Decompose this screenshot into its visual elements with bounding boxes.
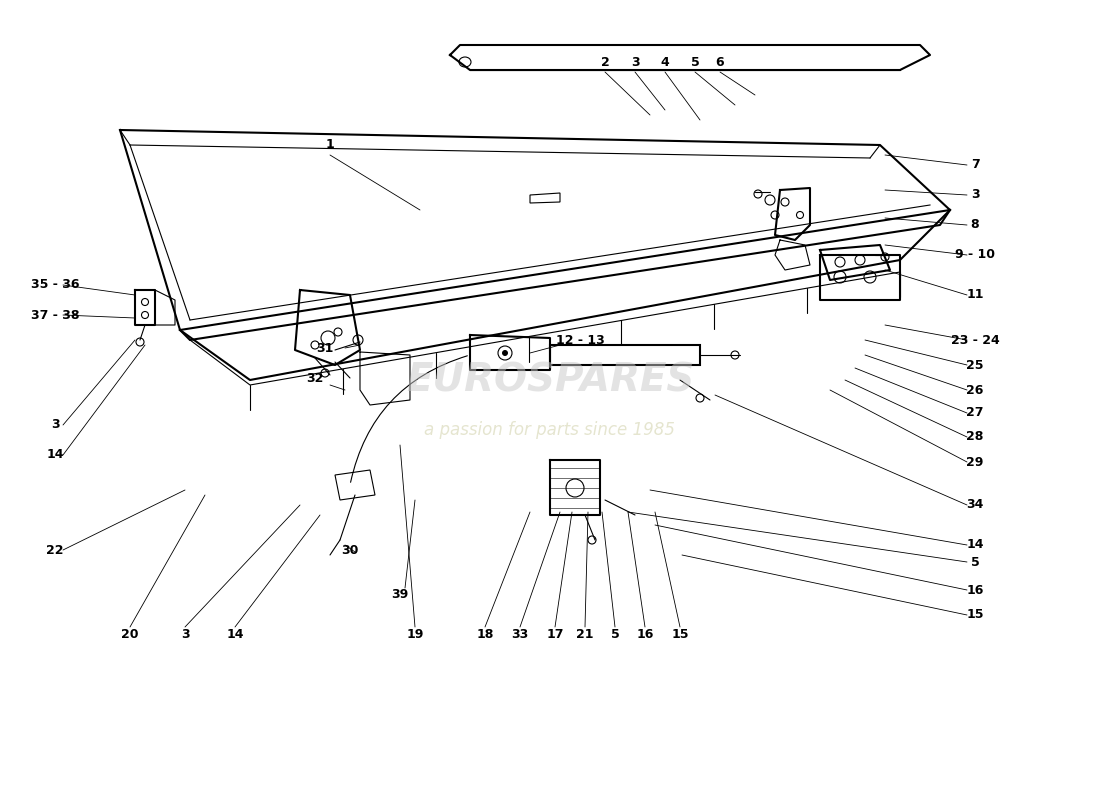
Circle shape (588, 536, 596, 544)
Circle shape (754, 190, 762, 198)
Circle shape (781, 198, 789, 206)
Circle shape (835, 257, 845, 267)
Text: 2: 2 (601, 55, 609, 69)
Text: 22: 22 (46, 543, 64, 557)
Circle shape (353, 335, 363, 345)
Text: 1: 1 (326, 138, 334, 151)
Ellipse shape (459, 57, 471, 67)
Circle shape (881, 253, 889, 261)
Text: 34: 34 (966, 498, 983, 511)
Text: 31: 31 (317, 342, 333, 354)
Text: EUROSPARES: EUROSPARES (406, 361, 694, 399)
Text: 11: 11 (966, 289, 983, 302)
Text: 29: 29 (966, 455, 983, 469)
Circle shape (566, 479, 584, 497)
Text: 17: 17 (547, 629, 563, 642)
Text: 15: 15 (966, 609, 983, 622)
Text: 16: 16 (636, 629, 653, 642)
Text: 23 - 24: 23 - 24 (950, 334, 1000, 346)
Text: 39: 39 (392, 589, 408, 602)
Text: 28: 28 (966, 430, 983, 443)
Text: 16: 16 (966, 583, 983, 597)
Text: 26: 26 (966, 383, 983, 397)
Text: 27: 27 (966, 406, 983, 419)
Text: 7: 7 (970, 158, 979, 171)
Text: 3: 3 (180, 629, 189, 642)
Text: 20: 20 (121, 629, 139, 642)
Circle shape (855, 255, 865, 265)
Text: 4: 4 (661, 55, 670, 69)
Text: 3: 3 (630, 55, 639, 69)
Text: 3: 3 (51, 418, 59, 431)
Text: 14: 14 (966, 538, 983, 551)
Text: 3: 3 (970, 189, 979, 202)
Text: 30: 30 (341, 543, 359, 557)
Text: 5: 5 (970, 555, 979, 569)
Text: 37 - 38: 37 - 38 (31, 309, 79, 322)
Text: 12 - 13: 12 - 13 (556, 334, 604, 346)
Circle shape (864, 271, 876, 283)
Text: 5: 5 (610, 629, 619, 642)
Circle shape (732, 351, 739, 359)
Circle shape (834, 271, 846, 283)
Text: 19: 19 (406, 629, 424, 642)
Circle shape (498, 346, 512, 360)
Circle shape (334, 328, 342, 336)
Circle shape (321, 331, 336, 345)
Text: 21: 21 (576, 629, 594, 642)
Text: 14: 14 (227, 629, 244, 642)
Circle shape (311, 341, 319, 349)
Circle shape (502, 350, 508, 356)
Text: 25: 25 (966, 358, 983, 371)
Circle shape (142, 298, 148, 306)
Text: 9 - 10: 9 - 10 (955, 249, 996, 262)
Circle shape (321, 369, 329, 377)
Circle shape (771, 211, 779, 219)
Text: 14: 14 (46, 449, 64, 462)
Text: 33: 33 (512, 629, 529, 642)
Text: 6: 6 (716, 55, 724, 69)
Text: 5: 5 (691, 55, 700, 69)
Circle shape (136, 338, 144, 346)
Text: 18: 18 (476, 629, 494, 642)
Circle shape (142, 311, 148, 318)
Circle shape (764, 195, 776, 205)
Text: 35 - 36: 35 - 36 (31, 278, 79, 291)
Circle shape (796, 211, 803, 218)
Text: 15: 15 (671, 629, 689, 642)
Circle shape (696, 394, 704, 402)
Text: a passion for parts since 1985: a passion for parts since 1985 (425, 421, 675, 439)
Text: 8: 8 (970, 218, 979, 231)
Text: 32: 32 (306, 371, 323, 385)
